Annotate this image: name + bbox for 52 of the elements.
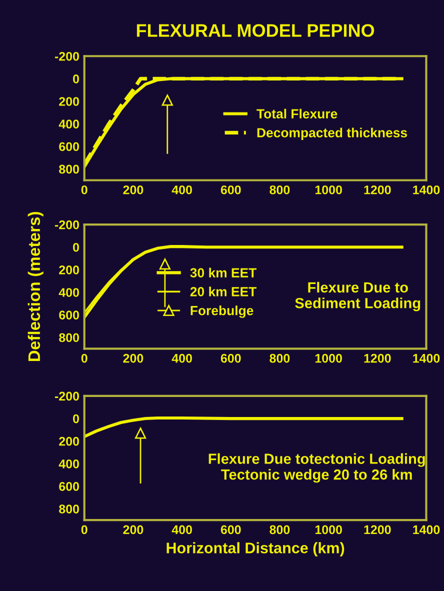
- x-tick-label: 400: [172, 354, 192, 363]
- legend-label: Decompacted thickness: [257, 128, 407, 140]
- x-tick-label: 800: [270, 354, 290, 363]
- y-tick-label: 800: [59, 504, 79, 514]
- x-tick-label: 1200: [364, 525, 391, 534]
- x-axis-title: Horizontal Distance (km): [166, 542, 344, 556]
- x-tick-label: 1200: [364, 354, 391, 363]
- x-tick-label: 200: [123, 525, 144, 534]
- x-tick-label: 800: [270, 185, 290, 194]
- x-tick-label: 200: [123, 354, 144, 363]
- x-tick-label: 400: [172, 185, 192, 194]
- y-tick-label: 600: [59, 142, 79, 152]
- annotation: Flexure Due to Sediment Loading: [295, 282, 420, 312]
- y-tick-label: -200: [54, 220, 79, 230]
- x-tick-label: 400: [172, 525, 192, 534]
- y-tick-label: 200: [59, 266, 79, 274]
- x-tick-label: 600: [220, 354, 241, 363]
- y-tick-label: -200: [54, 392, 79, 401]
- y-tick-label: 600: [59, 482, 79, 491]
- x-tick-label: 0: [81, 354, 88, 363]
- y-axis-title: Deflection (meters): [28, 212, 44, 361]
- x-tick-label: 1400: [413, 185, 440, 194]
- y-tick-label: 400: [58, 459, 79, 468]
- x-tick-label: 600: [220, 185, 241, 194]
- y-tick-label: 600: [59, 310, 79, 320]
- y-tick-label: 800: [59, 333, 79, 342]
- x-tick-label: 1000: [315, 354, 342, 363]
- x-tick-label: 0: [81, 185, 88, 194]
- x-tick-label: 0: [81, 525, 88, 534]
- x-tick-label: 1200: [364, 185, 391, 194]
- y-tick-label: 800: [59, 164, 79, 174]
- y-tick-label: 200: [59, 436, 79, 446]
- x-tick-label: 600: [220, 525, 241, 534]
- y-tick-label: 0: [73, 74, 79, 84]
- y-tick-label: 0: [73, 414, 79, 424]
- legend-label: 20 km EET: [190, 286, 256, 296]
- y-tick-label: 200: [59, 97, 79, 106]
- x-tick-label: 1400: [413, 354, 440, 363]
- annotation: Flexure Due totectonic Loading Tectonic wedge 20 to 26 km: [208, 453, 425, 483]
- x-tick-label: 800: [270, 525, 290, 534]
- y-tick-label: 400: [58, 288, 79, 297]
- x-tick-label: 1000: [315, 185, 342, 194]
- x-tick-label: 1000: [315, 525, 342, 534]
- legend-label: Total Flexure: [256, 108, 338, 118]
- y-tick-label: 400: [58, 120, 79, 128]
- y-tick-label: -200: [54, 52, 79, 61]
- y-tick-label: 0: [73, 242, 79, 252]
- chart-title: FLEXURAL MODEL PEPINO: [136, 24, 374, 37]
- legend-label: 30 km EET: [190, 268, 256, 278]
- legend-label: Forebulge: [190, 306, 254, 318]
- x-tick-label: 1400: [413, 525, 440, 534]
- x-tick-label: 200: [123, 185, 144, 194]
